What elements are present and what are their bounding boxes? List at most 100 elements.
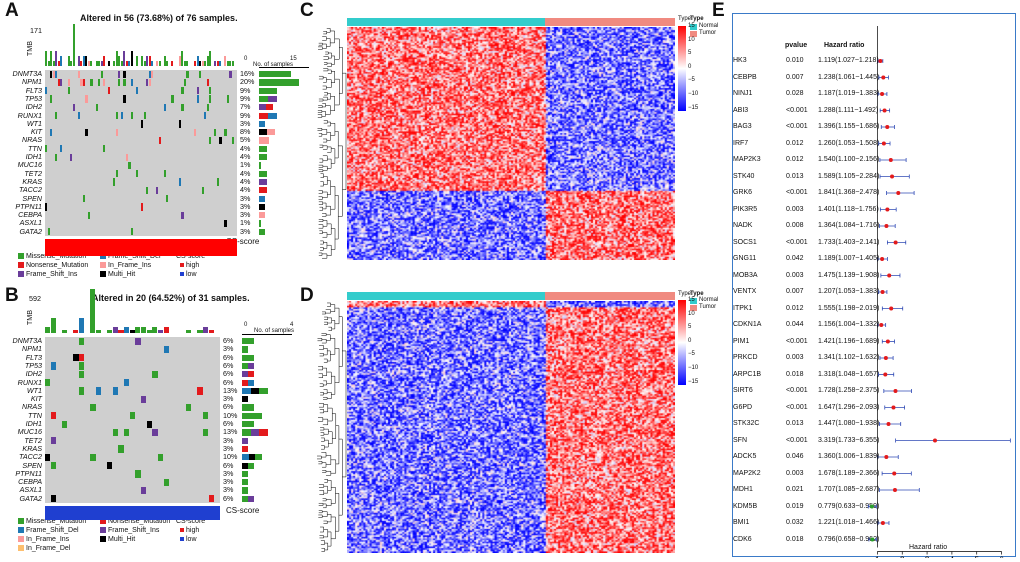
mutation-cell <box>78 370 85 378</box>
gene-count-bar <box>259 387 269 395</box>
dendrogram-branch <box>327 180 331 195</box>
mutation-cell <box>50 95 53 103</box>
gene-percent: 3% <box>240 118 251 128</box>
tmb-bar <box>163 326 169 333</box>
gene-count-bar <box>266 129 275 136</box>
gene-count-bar <box>248 362 255 370</box>
gene-count-bar <box>267 95 277 103</box>
hr-point <box>881 141 886 146</box>
forest-gene: STK32C <box>733 420 760 427</box>
dendrogram-branch <box>326 455 332 465</box>
gene-label: FLT3 <box>25 352 42 362</box>
swatch-high <box>180 263 184 268</box>
gene-count-bar <box>259 71 270 78</box>
tmb-bar <box>107 329 113 333</box>
dendrogram-branch <box>319 345 324 350</box>
tmb-bar <box>95 329 101 333</box>
mutation-cell <box>70 153 73 161</box>
dendrogram-branch <box>327 350 331 362</box>
gene-count-bar <box>242 421 249 428</box>
mutation-cell <box>197 387 203 395</box>
mutation-cell <box>157 453 164 461</box>
forest-pvalue: 0.021 <box>786 486 804 493</box>
swatch-nonsense <box>100 518 106 525</box>
dendrogram-branch <box>323 56 329 60</box>
forest-gene: SIRT6 <box>733 387 753 394</box>
dendrogram-branch <box>318 461 323 465</box>
gene-percent: 4% <box>240 152 251 161</box>
forest-pvalue: 0.013 <box>786 420 804 427</box>
dendrogram-branch <box>323 62 328 65</box>
scale-tick: −15 <box>688 378 699 385</box>
x-tick-label: 1 <box>875 556 880 559</box>
forest-pvalue: <0.001 <box>786 337 808 345</box>
mutation-cell <box>203 412 209 420</box>
forest-hr-text: 1.733(1.403~2.141) <box>818 238 880 246</box>
gene-percent: 3% <box>240 193 251 203</box>
tmb-bar <box>186 329 192 333</box>
forest-gene: PRKCD <box>733 354 758 361</box>
dendrogram-branch <box>318 133 323 137</box>
hr-point <box>892 471 897 476</box>
gene-count-bar <box>259 187 267 194</box>
dendrogram-branch <box>326 244 332 256</box>
gene-count-bar <box>242 462 249 469</box>
tmb-bar <box>124 326 130 333</box>
dendrogram-branch <box>325 309 331 314</box>
gene-percent: 6% <box>223 460 234 470</box>
gene-count-bar <box>259 120 265 128</box>
forest-gene: GNG11 <box>733 255 757 262</box>
gene-label: RUNX1 <box>17 110 42 120</box>
legend-item: In_Frame_Ins <box>26 536 70 543</box>
dendrogram-branch <box>322 85 327 90</box>
dendrogram-branch <box>330 96 335 111</box>
x-tick-label: 6 <box>999 556 1004 559</box>
mutation-cell <box>78 337 85 345</box>
mutation-cell <box>146 78 149 87</box>
dendrogram-branch <box>327 514 332 523</box>
dendrogram-branch <box>319 535 324 539</box>
mutation-cell <box>209 136 212 145</box>
gene-percent: 9% <box>240 110 251 120</box>
forest-gene: PIM1 <box>733 337 750 345</box>
hr-point <box>887 273 892 278</box>
gene-percent: 20% <box>240 77 255 87</box>
color-scale-d-bar <box>678 300 686 385</box>
count-axis <box>259 67 309 68</box>
forest-gene: BMI1 <box>733 519 750 526</box>
heatmap-d <box>347 301 675 553</box>
forest-hr-text: 3.319(1.733~6.355) <box>818 436 880 444</box>
mutation-cell <box>196 95 199 103</box>
mutation-cell <box>135 470 141 478</box>
forest-pvalue: 0.046 <box>786 453 804 460</box>
mutation-cell <box>67 87 70 95</box>
mutation-cell <box>103 145 106 153</box>
tmb-bar <box>118 329 124 333</box>
forest-pvalue: 0.013 <box>786 172 804 180</box>
tmb-bar <box>57 61 60 66</box>
nsamples-label: No. of samples <box>254 328 295 334</box>
gene-label: TP53 <box>24 360 42 370</box>
gene-count-bar <box>259 203 265 211</box>
dendrogram-branch <box>317 338 323 342</box>
gene-percent: 9% <box>240 93 251 103</box>
mutation-cell <box>199 70 202 78</box>
dendrogram-branch <box>327 121 331 127</box>
gene-count-bar <box>248 379 255 386</box>
mutation-cell <box>219 136 222 145</box>
scale-tick: 10 <box>688 36 695 43</box>
tmb-bar <box>100 61 103 66</box>
mutation-cell <box>123 70 126 78</box>
forest-hr-text: 1.707(1.085~2.687) <box>818 486 880 493</box>
type-title-d: Type <box>678 291 692 297</box>
dendrogram-branch <box>326 499 332 506</box>
gene-label: TET2 <box>24 168 42 178</box>
cs-title: CS-score <box>176 518 206 525</box>
dendrogram-branch <box>318 502 324 506</box>
gene-percent: 4% <box>240 185 251 195</box>
hr-point <box>878 59 883 63</box>
tmb-label: TMB <box>25 40 35 57</box>
dendrogram-branch <box>318 510 323 514</box>
mutation-cell <box>135 337 141 345</box>
gene-count-bar <box>259 154 267 161</box>
